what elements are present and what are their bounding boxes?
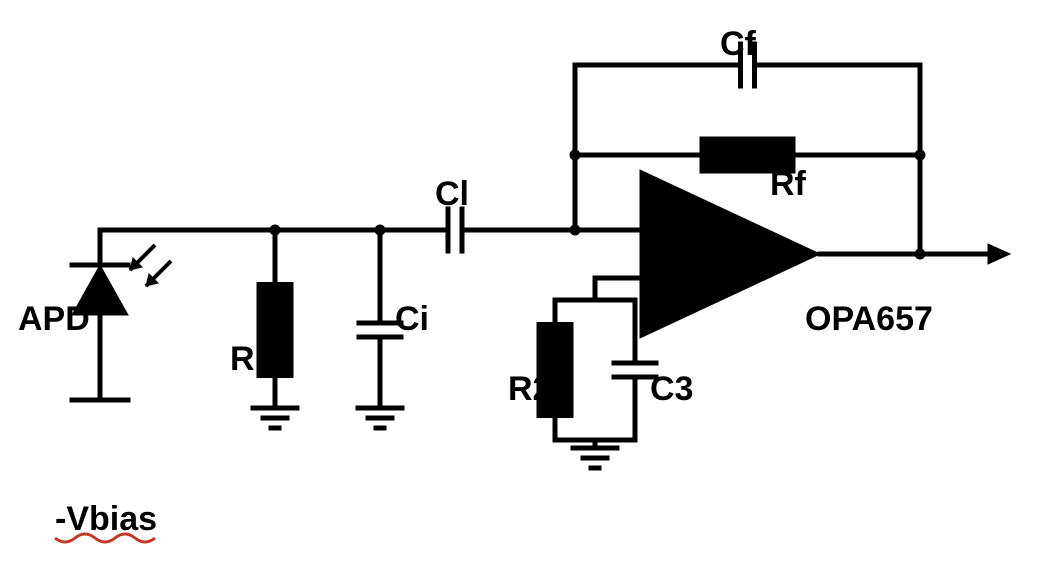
label-r2: R2 <box>508 370 551 408</box>
label-apd: APD <box>18 300 90 338</box>
label-cl: Cl <box>435 175 469 213</box>
label-c3: C3 <box>650 370 693 408</box>
label-ci: Ci <box>395 300 429 338</box>
label-rf: Rf <box>770 165 807 203</box>
label-r1: R1 <box>230 340 273 378</box>
label-opamp: OPA657 <box>805 300 933 338</box>
label-vbias: -Vbias <box>55 500 157 538</box>
label-cf: Cf <box>720 25 757 63</box>
